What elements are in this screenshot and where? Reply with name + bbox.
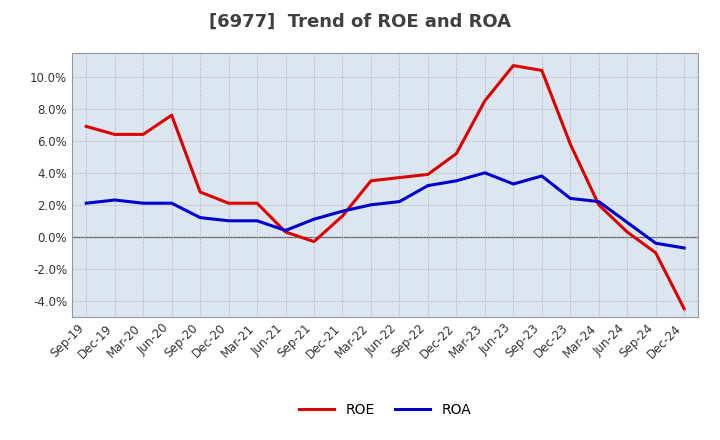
- ROE: [652, 250, 660, 256]
- ROE: [509, 63, 518, 68]
- ROA: [480, 170, 489, 176]
- ROE: [366, 178, 375, 183]
- ROE: [452, 151, 461, 156]
- ROE: [680, 306, 688, 312]
- ROA: [310, 216, 318, 222]
- ROE: [310, 239, 318, 244]
- ROA: [338, 209, 347, 214]
- ROE: [566, 141, 575, 147]
- ROE: [110, 132, 119, 137]
- ROA: [139, 201, 148, 206]
- ROA: [537, 173, 546, 179]
- ROE: [139, 132, 148, 137]
- ROE: [167, 113, 176, 118]
- ROE: [537, 68, 546, 73]
- ROA: [595, 199, 603, 204]
- ROE: [225, 201, 233, 206]
- ROA: [253, 218, 261, 224]
- Text: [6977]  Trend of ROE and ROA: [6977] Trend of ROE and ROA: [209, 13, 511, 31]
- ROA: [82, 201, 91, 206]
- ROA: [423, 183, 432, 188]
- ROA: [680, 246, 688, 251]
- ROA: [566, 196, 575, 201]
- ROA: [366, 202, 375, 207]
- ROE: [196, 189, 204, 194]
- ROE: [338, 213, 347, 219]
- ROA: [196, 215, 204, 220]
- Legend: ROE, ROA: ROE, ROA: [294, 398, 477, 423]
- ROA: [509, 181, 518, 187]
- ROE: [253, 201, 261, 206]
- ROE: [423, 172, 432, 177]
- ROE: [395, 175, 404, 180]
- ROA: [452, 178, 461, 183]
- ROE: [82, 124, 91, 129]
- ROA: [282, 228, 290, 233]
- Line: ROA: ROA: [86, 173, 684, 248]
- ROA: [395, 199, 404, 204]
- ROE: [282, 229, 290, 235]
- ROA: [652, 241, 660, 246]
- ROA: [623, 220, 631, 225]
- ROA: [110, 198, 119, 203]
- ROA: [167, 201, 176, 206]
- ROE: [480, 98, 489, 103]
- ROE: [623, 229, 631, 235]
- ROE: [595, 202, 603, 207]
- Line: ROE: ROE: [86, 66, 684, 309]
- ROA: [225, 218, 233, 224]
